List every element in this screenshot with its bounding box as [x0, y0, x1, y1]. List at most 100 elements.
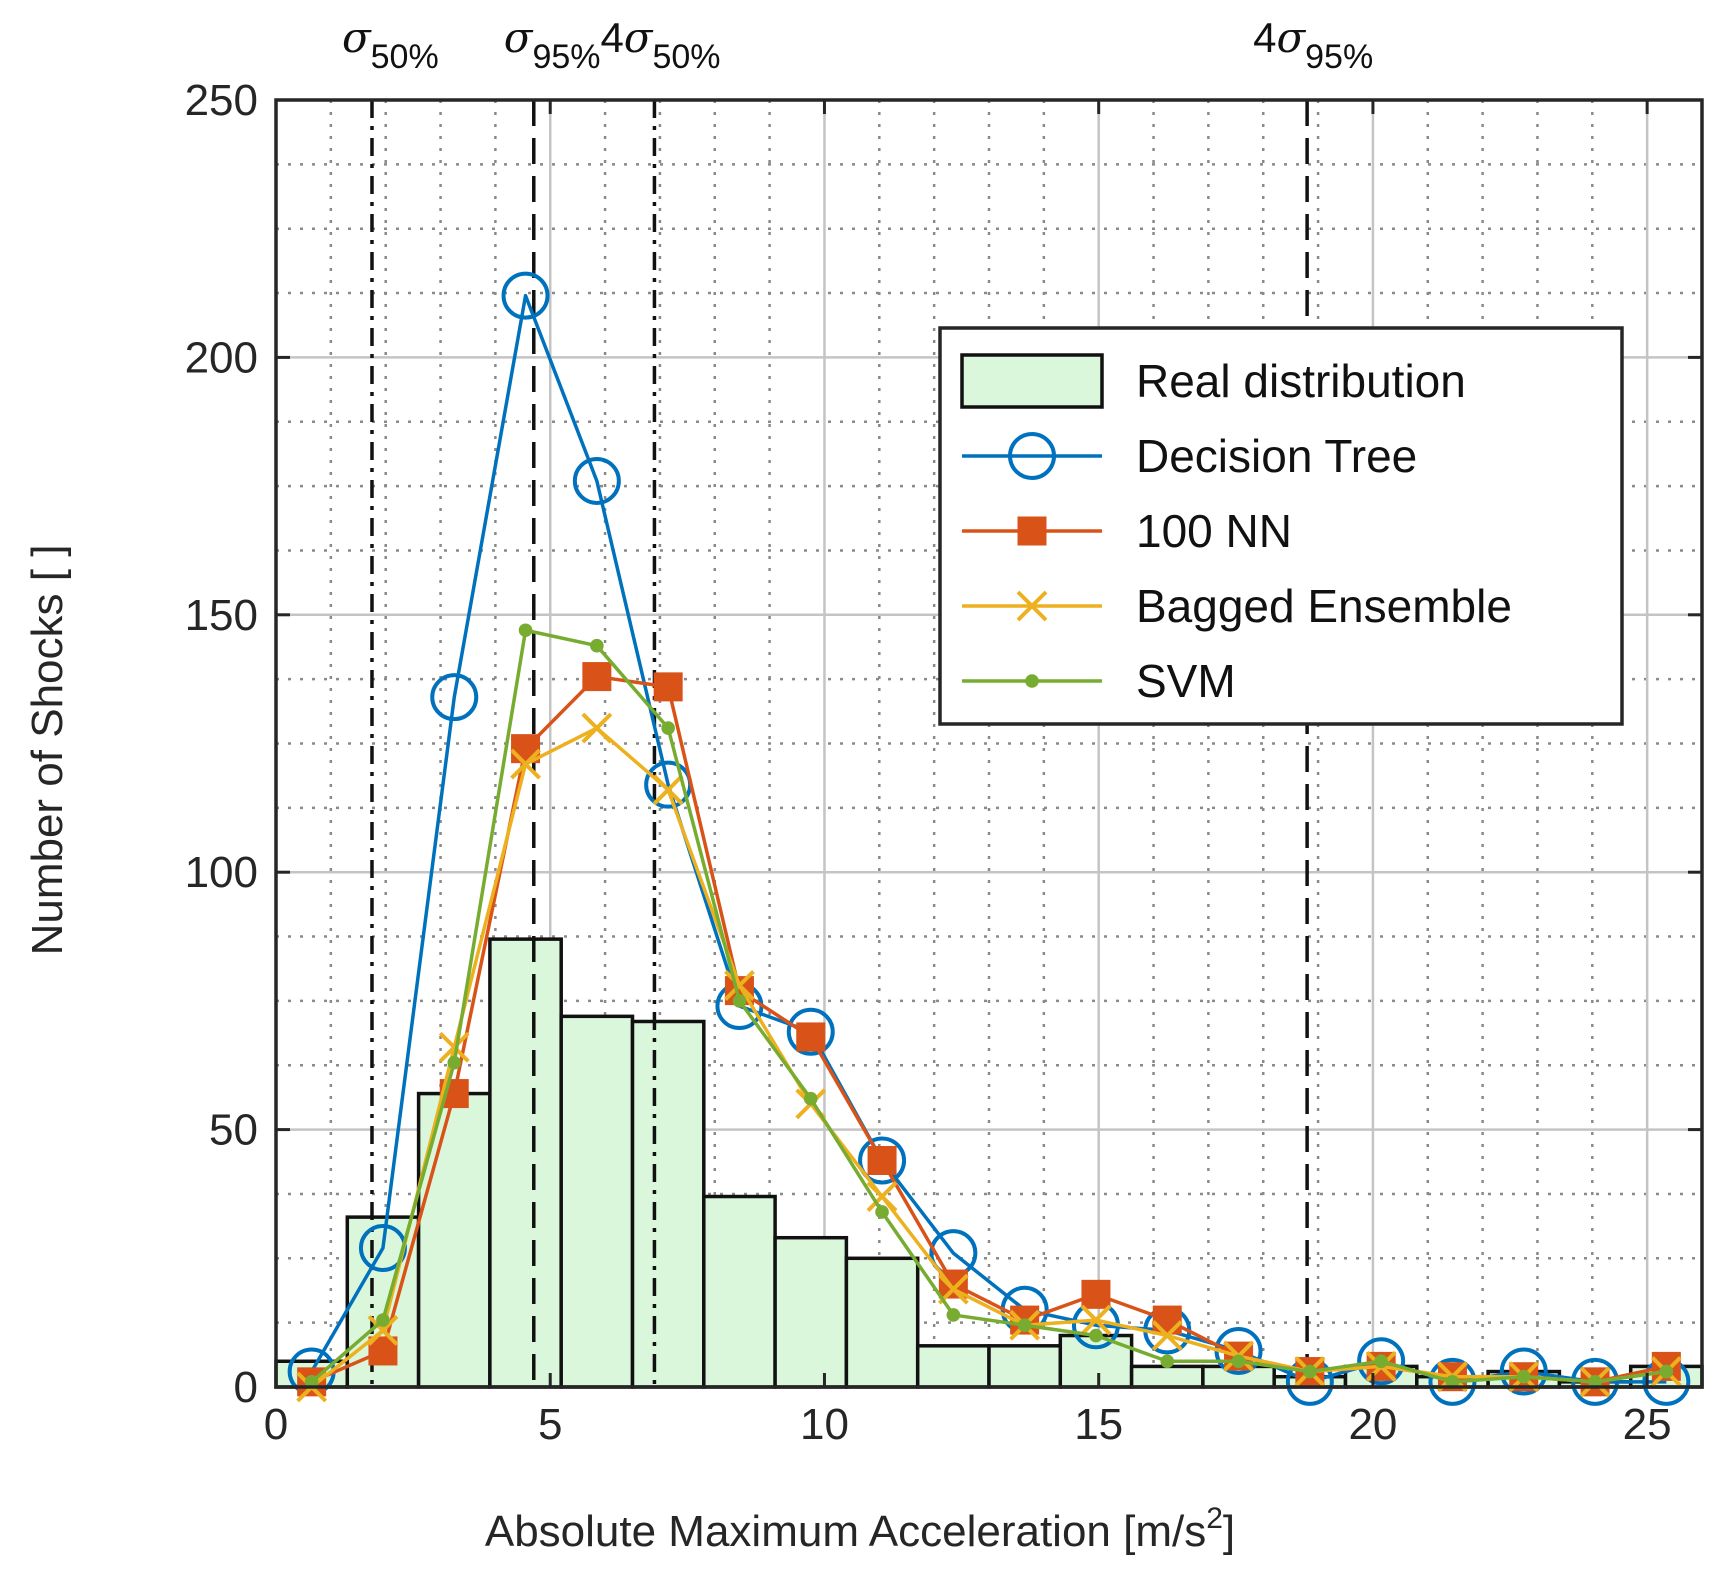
legend-swatch-marker [1017, 516, 1047, 546]
histogram-bar [1129, 1364, 1205, 1389]
data-point [796, 1022, 826, 1052]
data-point [501, 271, 550, 320]
data-point [581, 712, 613, 744]
data-point [1303, 1364, 1317, 1379]
legend-label: Bagged Ensemble [1136, 580, 1512, 632]
data-point [1231, 1354, 1246, 1369]
data-point [1089, 1328, 1103, 1343]
data-point [803, 1091, 818, 1106]
data-point [518, 623, 533, 638]
data-point-stroke-b [1080, 1304, 1112, 1336]
legend-swatch-marker [1016, 590, 1048, 622]
series-line [310, 726, 1667, 1389]
legend-label: SVM [1136, 655, 1236, 707]
data-point [1499, 1347, 1548, 1396]
legend-label: Real distribution [1136, 355, 1466, 407]
x-tick-label: 15 [1074, 1400, 1123, 1449]
sigma-50-label: σ50% [342, 13, 439, 76]
data-point-stroke-b [1151, 1320, 1183, 1351]
four-sigma-50-label-prefix: 4 [600, 14, 623, 61]
data-point [1374, 1354, 1388, 1369]
four-sigma-95-label-sigma: σ [1276, 13, 1306, 62]
four-sigma-50-label-subscript: 50% [652, 38, 720, 76]
data-point [582, 662, 612, 692]
data-point-stroke-b [724, 970, 755, 1001]
histogram-bar [416, 1091, 492, 1389]
data-point-stroke-b [438, 1031, 470, 1063]
data-point [1151, 1320, 1183, 1351]
data-point [867, 1145, 897, 1175]
x-tick-label: 20 [1348, 1400, 1397, 1449]
series-svm [304, 623, 1674, 1389]
data-point [376, 1313, 390, 1327]
histogram-bar [844, 1256, 920, 1389]
data-point-stroke-b [866, 1181, 898, 1212]
four-sigma-50-label: 4σ50% [600, 13, 720, 76]
histogram-bar [702, 1194, 777, 1389]
sigma-95-label-sigma: σ [504, 13, 534, 62]
x-tick-label: 10 [800, 1400, 849, 1449]
x-tick-label: 5 [538, 1400, 562, 1449]
legend-swatch-marker-stroke-b [1016, 590, 1048, 622]
data-point-stroke-b [510, 748, 541, 780]
data-point [590, 638, 604, 653]
sigma-50-label-subscript: 50% [371, 38, 439, 76]
data-point [724, 970, 755, 1001]
reference-line-labels: σ50% σ95% 4σ50% 4σ95% [342, 13, 1373, 76]
data-point [866, 1181, 898, 1212]
legend-entry: Bagged Ensemble [962, 580, 1512, 632]
four-sigma-50-label-sigma: σ [624, 13, 654, 62]
data-point [661, 721, 675, 735]
data-point [732, 994, 747, 1008]
x-axis-label-main: Absolute Maximum Acceleration [m/s [485, 1507, 1206, 1556]
sigma-95-label: σ95% [504, 13, 601, 76]
data-point [438, 1031, 470, 1063]
x-axis-label-end: ] [1223, 1507, 1235, 1556]
histogram-bar [773, 1235, 849, 1389]
plot-frame [274, 98, 1704, 1389]
data-point [430, 673, 479, 722]
y-tick-label: 0 [234, 1363, 258, 1412]
data-point [447, 1055, 462, 1070]
y-tick-label: 50 [209, 1106, 258, 1155]
four-sigma-95-label-subscript: 95% [1305, 38, 1373, 76]
legend-swatch-marker [1008, 432, 1056, 480]
data-point [652, 774, 684, 806]
data-point [875, 1205, 889, 1219]
x-tick-label: 25 [1623, 1400, 1672, 1449]
data-point [367, 1314, 399, 1346]
legend: Real distribution Decision Tree 100 NN Bagg… [938, 326, 1624, 726]
data-point [510, 748, 541, 780]
data-point [858, 1136, 907, 1185]
y-tick-label: 100 [185, 848, 258, 897]
y-tick-label: 150 [185, 591, 258, 640]
x-tick-label: 0 [264, 1400, 288, 1449]
histogram-bar [488, 937, 563, 1389]
histogram-bar [915, 1344, 991, 1389]
legend-swatch-marker [1025, 674, 1039, 688]
data-point [1081, 1279, 1111, 1309]
x-axis-label: Absolute Maximum Acceleration [m/s2] [485, 1502, 1235, 1556]
histogram-bar [630, 1019, 706, 1389]
axes [274, 98, 1704, 1389]
four-sigma-95-label-prefix: 4 [1253, 14, 1276, 61]
x-axis-label-sup: 2 [1206, 1502, 1223, 1535]
data-point [572, 456, 621, 505]
data-point [1080, 1304, 1112, 1336]
legend-entry: SVM [962, 655, 1236, 707]
legend-label: Decision Tree [1136, 430, 1417, 482]
sigma-95-label-subscript: 95% [532, 38, 600, 76]
data-point [1357, 1337, 1406, 1386]
legend-label: 100 NN [1136, 505, 1292, 557]
legend-entry: 100 NN [962, 505, 1292, 557]
data-point [1659, 1364, 1674, 1379]
data-point [1152, 1305, 1182, 1335]
data-point [1516, 1369, 1531, 1384]
data-point-stroke-b [652, 774, 684, 806]
data-point [1017, 1318, 1032, 1333]
histogram-bars [274, 937, 1704, 1389]
four-sigma-95-label: 4σ95% [1253, 13, 1373, 76]
histogram-bar [987, 1344, 1063, 1389]
